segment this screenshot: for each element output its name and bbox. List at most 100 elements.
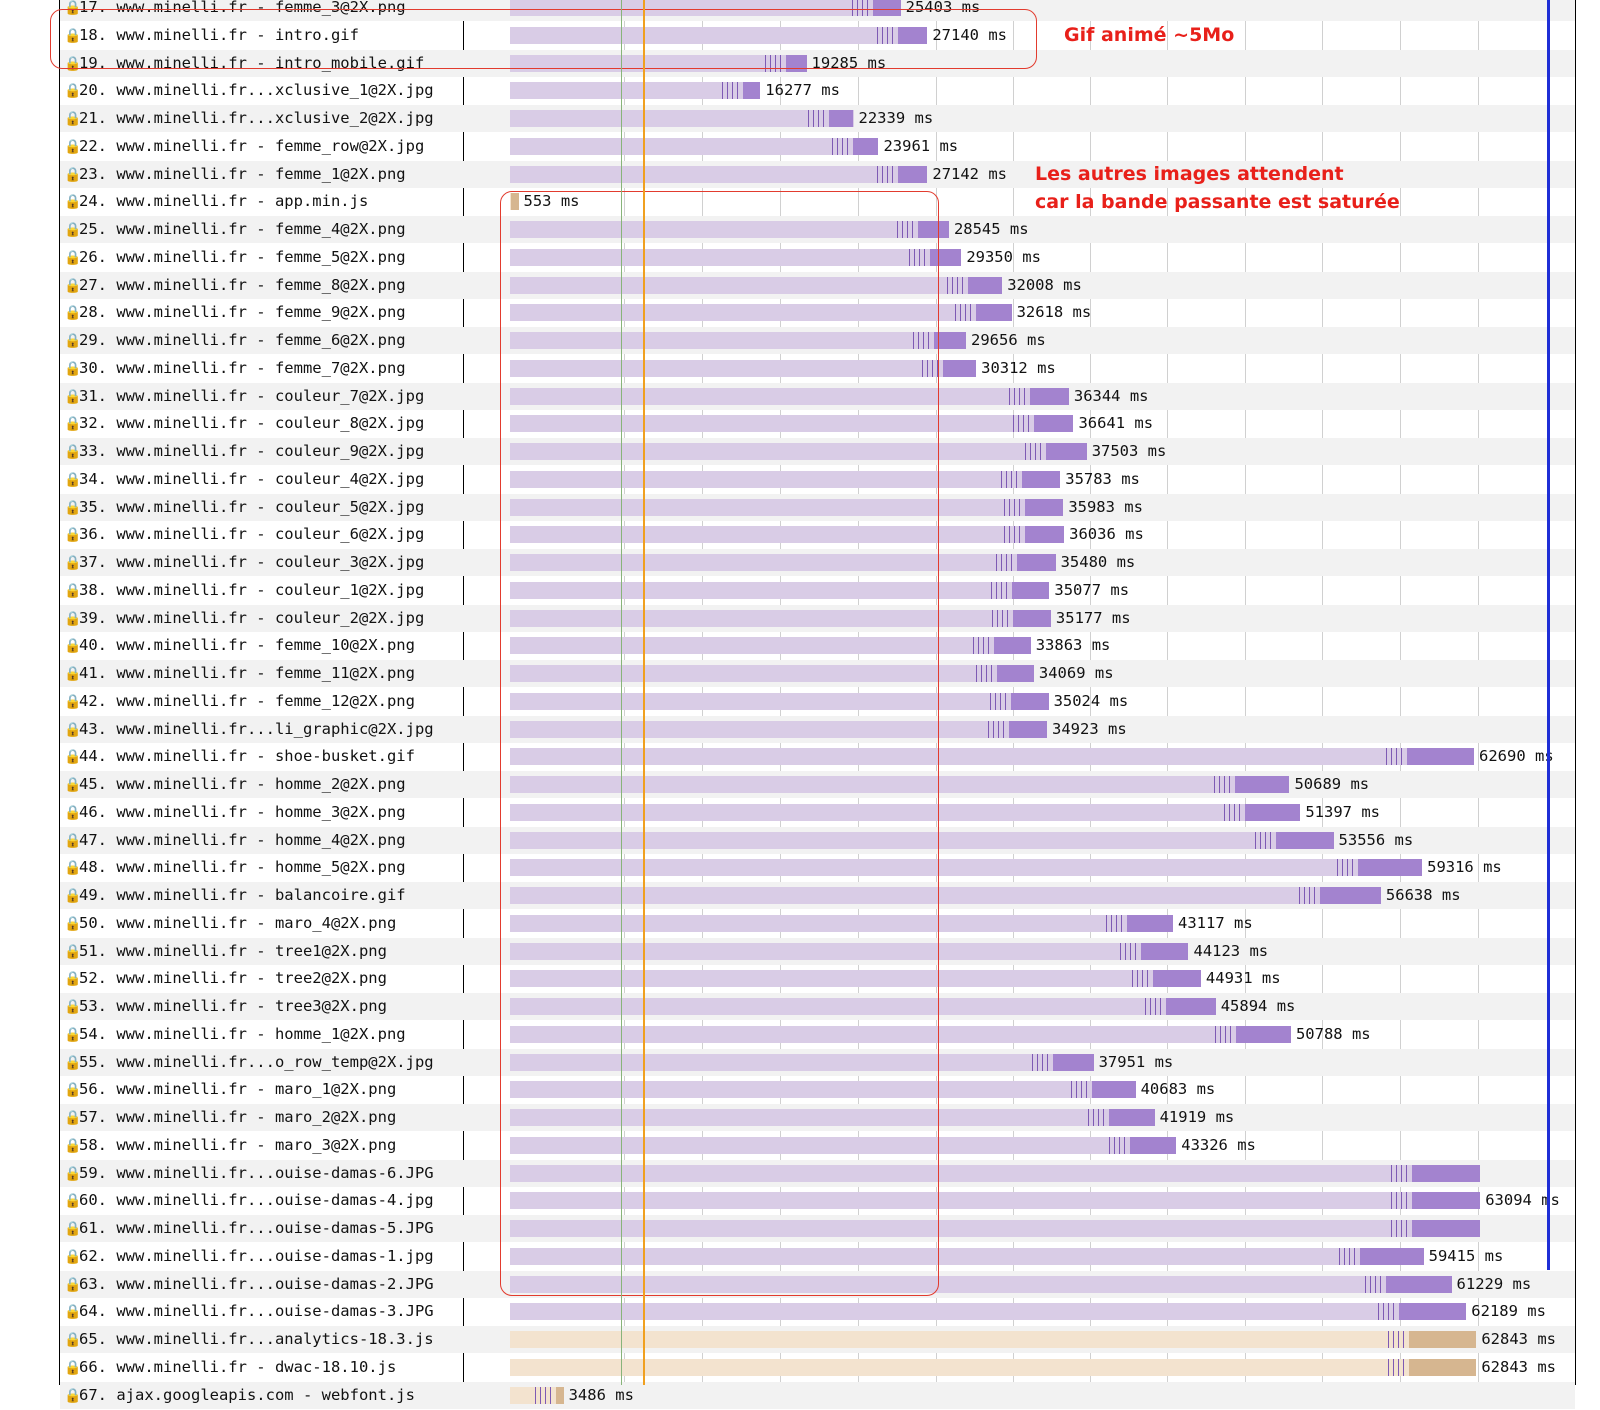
download-segment [1359,1247,1424,1265]
chunk-tick [892,26,894,44]
request-bar[interactable] [510,359,977,377]
chunk-tick [1303,887,1305,904]
download-segment [1406,748,1474,766]
chunk-tick [1019,526,1021,544]
duration-label: 16277 ms [765,81,840,100]
request-bar[interactable] [510,803,1301,821]
request-bar[interactable] [510,1386,564,1404]
request-bar[interactable] [510,914,1174,932]
duration-label: 33863 ms [1035,636,1111,655]
request-bar[interactable] [510,526,1065,544]
duration-label: 27142 ms [932,164,1008,183]
request-label: 🔒27. www.minelli.fr - femme_8@2X.png [64,272,406,299]
request-bar[interactable] [510,137,879,155]
request-bar[interactable] [510,1303,1467,1321]
request-bar[interactable] [510,1053,1094,1071]
download-segment [742,82,761,100]
chunk-tick [1391,1220,1393,1237]
lock-icon: 🔒 [64,166,82,183]
request-bar[interactable] [510,470,1061,488]
request-bar[interactable] [510,0,901,16]
request-bar[interactable] [510,304,1012,322]
request-bar[interactable] [510,970,1201,988]
request-bar[interactable] [510,443,1087,460]
request-bar[interactable] [510,1192,1481,1210]
request-bar[interactable] [510,26,928,44]
request-bar[interactable] [510,1025,1291,1043]
request-name: 49. www.minelli.fr - balancoire.gif [79,886,406,904]
request-bar[interactable] [510,1081,1136,1099]
request-bar[interactable] [510,998,1216,1015]
request-bar[interactable] [510,1358,1477,1376]
lock-icon: 🔒 [64,1082,82,1099]
download-segment [1319,887,1381,904]
request-bar[interactable] [510,1247,1424,1265]
waiting-annotation-line1: Les autres images attendent [1035,163,1344,185]
download-segment [1166,998,1216,1015]
chunk-tick [1035,443,1037,460]
request-bar[interactable] [510,665,1034,682]
duration-label: 40683 ms [1140,1080,1216,1099]
chunk-tick [813,110,815,127]
duration-label: 44931 ms [1205,969,1281,988]
request-bar[interactable] [510,110,854,127]
request-name: 35. www.minelli.fr - couleur_5@2X.jpg [79,497,425,516]
chunk-tick [1002,609,1004,627]
request-bar[interactable] [510,387,1069,405]
request-name: 64. www.minelli.fr...ouise-damas-3.JPG [79,1302,434,1321]
request-bar[interactable] [510,415,1074,433]
chunk-tick [1108,1136,1110,1154]
gridline [624,0,625,1385]
request-bar[interactable] [510,193,519,211]
request-bar[interactable] [510,1164,1481,1182]
gridline [936,0,937,1385]
request-bar[interactable] [510,776,1290,793]
request-bar[interactable] [510,332,967,349]
download-segment [898,165,928,183]
chunk-tick [1338,1247,1340,1265]
request-bar[interactable] [510,1109,1155,1126]
duration-label: 37503 ms [1091,442,1167,460]
request-name: 57. www.minelli.fr - maro_2@2X.png [79,1108,397,1126]
table-row[interactable] [60,49,1575,77]
chunk-tick [1013,498,1015,516]
request-bar[interactable] [510,165,928,183]
request-bar[interactable] [510,1275,1452,1293]
lock-icon: 🔒 [64,555,82,571]
request-bar[interactable] [510,1331,1477,1348]
request-bar[interactable] [510,1136,1177,1154]
download-segment [1010,692,1049,710]
request-bar[interactable] [510,221,949,238]
request-bar[interactable] [510,554,1056,571]
chunk-tick [877,165,879,183]
request-label: 🔒29. www.minelli.fr - femme_6@2X.png [64,327,406,354]
request-name: 36. www.minelli.fr - couleur_6@2X.jpg [79,525,425,544]
request-bar[interactable] [510,1220,1481,1237]
download-segment [929,248,962,266]
request-bar[interactable] [510,276,1003,294]
request-bar[interactable] [510,831,1334,849]
request-bar[interactable] [510,887,1381,904]
lock-icon: 🔒 [64,1137,82,1154]
request-bar[interactable] [510,637,1031,655]
download-segment [1129,1136,1177,1154]
chunk-tick [1018,498,1020,516]
lock-icon: 🔒 [64,610,82,627]
request-bar[interactable] [510,82,761,100]
request-bar[interactable] [510,942,1189,960]
chunk-tick [1378,1303,1380,1321]
request-bar[interactable] [510,498,1064,516]
request-bar[interactable] [510,609,1051,627]
onload-line [1547,0,1550,1270]
request-bar[interactable] [510,248,962,266]
request-bar[interactable] [510,748,1474,766]
request-label: 🔒49. www.minelli.fr - balancoire.gif [64,882,406,909]
request-label: 🔒32. www.minelli.fr - couleur_8@2X.jpg [64,410,424,437]
chunk-tick [1150,998,1152,1015]
chunk-tick [994,692,996,710]
request-name: 47. www.minelli.fr - homme_4@2X.png [79,830,406,849]
request-bar[interactable] [510,54,807,72]
request-name: 22. www.minelli.fr - femme_row@2X.jpg [79,136,425,155]
request-bar[interactable] [510,859,1423,877]
